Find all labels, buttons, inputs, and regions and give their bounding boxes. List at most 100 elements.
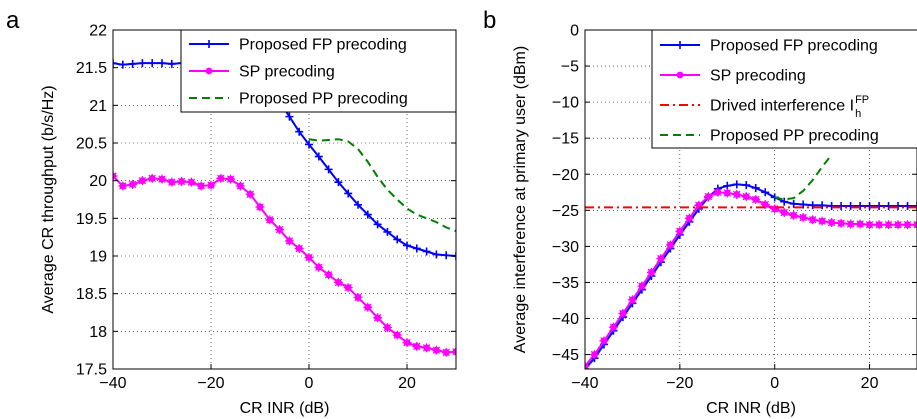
legend-item-4: Proposed PP precoding bbox=[660, 128, 879, 145]
data-point-marker bbox=[147, 173, 157, 183]
data-point-marker bbox=[798, 213, 808, 223]
y-tick-label: −40 bbox=[552, 311, 579, 328]
data-point-marker bbox=[442, 251, 451, 260]
y-tick-label: −25 bbox=[552, 203, 579, 220]
data-point-marker bbox=[128, 59, 137, 68]
data-point-marker bbox=[451, 347, 456, 357]
x-tick-label: −20 bbox=[666, 375, 693, 392]
data-point-marker bbox=[265, 215, 275, 225]
data-point-marker bbox=[779, 207, 789, 217]
data-point-marker bbox=[128, 179, 138, 189]
data-point-marker bbox=[780, 197, 789, 206]
data-point-marker bbox=[137, 176, 147, 186]
data-point-marker bbox=[884, 201, 893, 210]
data-point-marker bbox=[808, 201, 817, 210]
data-point-marker bbox=[761, 188, 770, 197]
data-point-marker bbox=[363, 210, 372, 219]
x-tick-label: 0 bbox=[770, 375, 779, 392]
data-point-marker bbox=[118, 60, 127, 69]
x-axis-label: CR INR (dB) bbox=[240, 400, 330, 417]
data-point-marker bbox=[618, 308, 628, 318]
data-point-marker bbox=[789, 199, 798, 208]
data-point-marker bbox=[903, 220, 913, 230]
data-point-marker bbox=[354, 200, 362, 209]
data-point-marker bbox=[684, 213, 694, 223]
legend: Proposed FP precoding SP precoding Drived … bbox=[651, 29, 917, 149]
data-point-marker bbox=[113, 59, 117, 68]
data-point-marker bbox=[373, 313, 383, 323]
panel-a-label: a bbox=[6, 7, 20, 34]
data-point-marker bbox=[608, 322, 618, 332]
y-axis-label: Average interference at primary user (dB… bbox=[512, 46, 529, 353]
data-point-marker bbox=[255, 202, 265, 212]
y-tick-label: 21.5 bbox=[76, 60, 107, 77]
data-point-marker bbox=[167, 59, 176, 68]
data-point-marker bbox=[675, 226, 685, 236]
data-point-marker bbox=[894, 201, 903, 210]
data-point-marker bbox=[732, 189, 742, 199]
data-point-marker bbox=[431, 345, 441, 355]
legend-label: SP precoding bbox=[710, 68, 806, 85]
x-tick-label: 20 bbox=[398, 375, 416, 392]
data-point-marker bbox=[884, 220, 894, 230]
y-tick-label: 18 bbox=[89, 324, 107, 341]
y-tick-label: 22 bbox=[89, 23, 107, 40]
data-point-marker bbox=[324, 270, 334, 280]
data-point-marker bbox=[751, 183, 760, 192]
legend-marker bbox=[676, 41, 684, 49]
data-point-marker bbox=[665, 240, 675, 250]
data-point-marker bbox=[412, 244, 421, 253]
x-tick-label: −20 bbox=[197, 375, 224, 392]
data-point-marker bbox=[148, 59, 157, 68]
data-point-marker bbox=[585, 361, 590, 369]
data-point-marker bbox=[206, 180, 216, 190]
y-tick-label: −20 bbox=[552, 167, 579, 184]
x-tick-label: 20 bbox=[861, 375, 879, 392]
data-point-marker bbox=[912, 220, 917, 230]
legend-label: Proposed PP precoding bbox=[710, 128, 879, 145]
data-point-marker bbox=[432, 250, 441, 259]
x-tick-label: 0 bbox=[305, 375, 314, 392]
data-point-marker bbox=[373, 220, 382, 229]
data-point-marker bbox=[138, 59, 147, 68]
data-point-marker bbox=[656, 254, 666, 264]
data-point-marker bbox=[827, 201, 836, 210]
data-point-marker bbox=[118, 181, 128, 191]
data-point-marker bbox=[245, 189, 255, 199]
legend-box bbox=[651, 29, 917, 149]
legend-label: Proposed FP precoding bbox=[239, 37, 407, 54]
data-point-marker bbox=[589, 350, 599, 360]
data-point-marker bbox=[158, 59, 166, 68]
data-point-marker bbox=[295, 127, 304, 136]
data-point-marker bbox=[392, 330, 402, 340]
x-tick-label: −40 bbox=[99, 375, 126, 392]
y-tick-label: 19 bbox=[89, 249, 107, 266]
data-point-marker bbox=[363, 302, 373, 312]
data-point-marker bbox=[760, 200, 770, 210]
data-point-marker bbox=[314, 262, 324, 272]
data-point-marker bbox=[314, 152, 323, 161]
y-tick-label: −35 bbox=[552, 275, 579, 292]
y-tick-label: 18.5 bbox=[76, 286, 107, 303]
data-point-marker bbox=[275, 225, 285, 235]
data-point-marker bbox=[751, 195, 761, 204]
legend-item-3: Proposed PP precoding bbox=[189, 91, 408, 108]
y-tick-label: 21 bbox=[89, 98, 107, 115]
legend-label: Drived interference I bbox=[710, 98, 854, 115]
data-point-marker bbox=[703, 192, 713, 202]
data-point-marker bbox=[789, 210, 799, 220]
data-point-marker bbox=[741, 192, 751, 202]
legend-item-3: Drived interference I FP h bbox=[660, 94, 869, 120]
data-point-marker bbox=[770, 204, 780, 214]
data-point-marker bbox=[333, 277, 343, 287]
legend-label: Proposed PP precoding bbox=[239, 91, 408, 108]
data-point-marker bbox=[412, 341, 422, 351]
data-point-marker bbox=[113, 171, 118, 181]
data-point-marker bbox=[177, 176, 187, 186]
data-point-marker bbox=[732, 180, 741, 189]
data-point-marker bbox=[855, 219, 865, 229]
data-point-marker bbox=[383, 227, 392, 236]
y-tick-label: 19.5 bbox=[76, 211, 107, 228]
data-point-marker bbox=[846, 201, 855, 210]
